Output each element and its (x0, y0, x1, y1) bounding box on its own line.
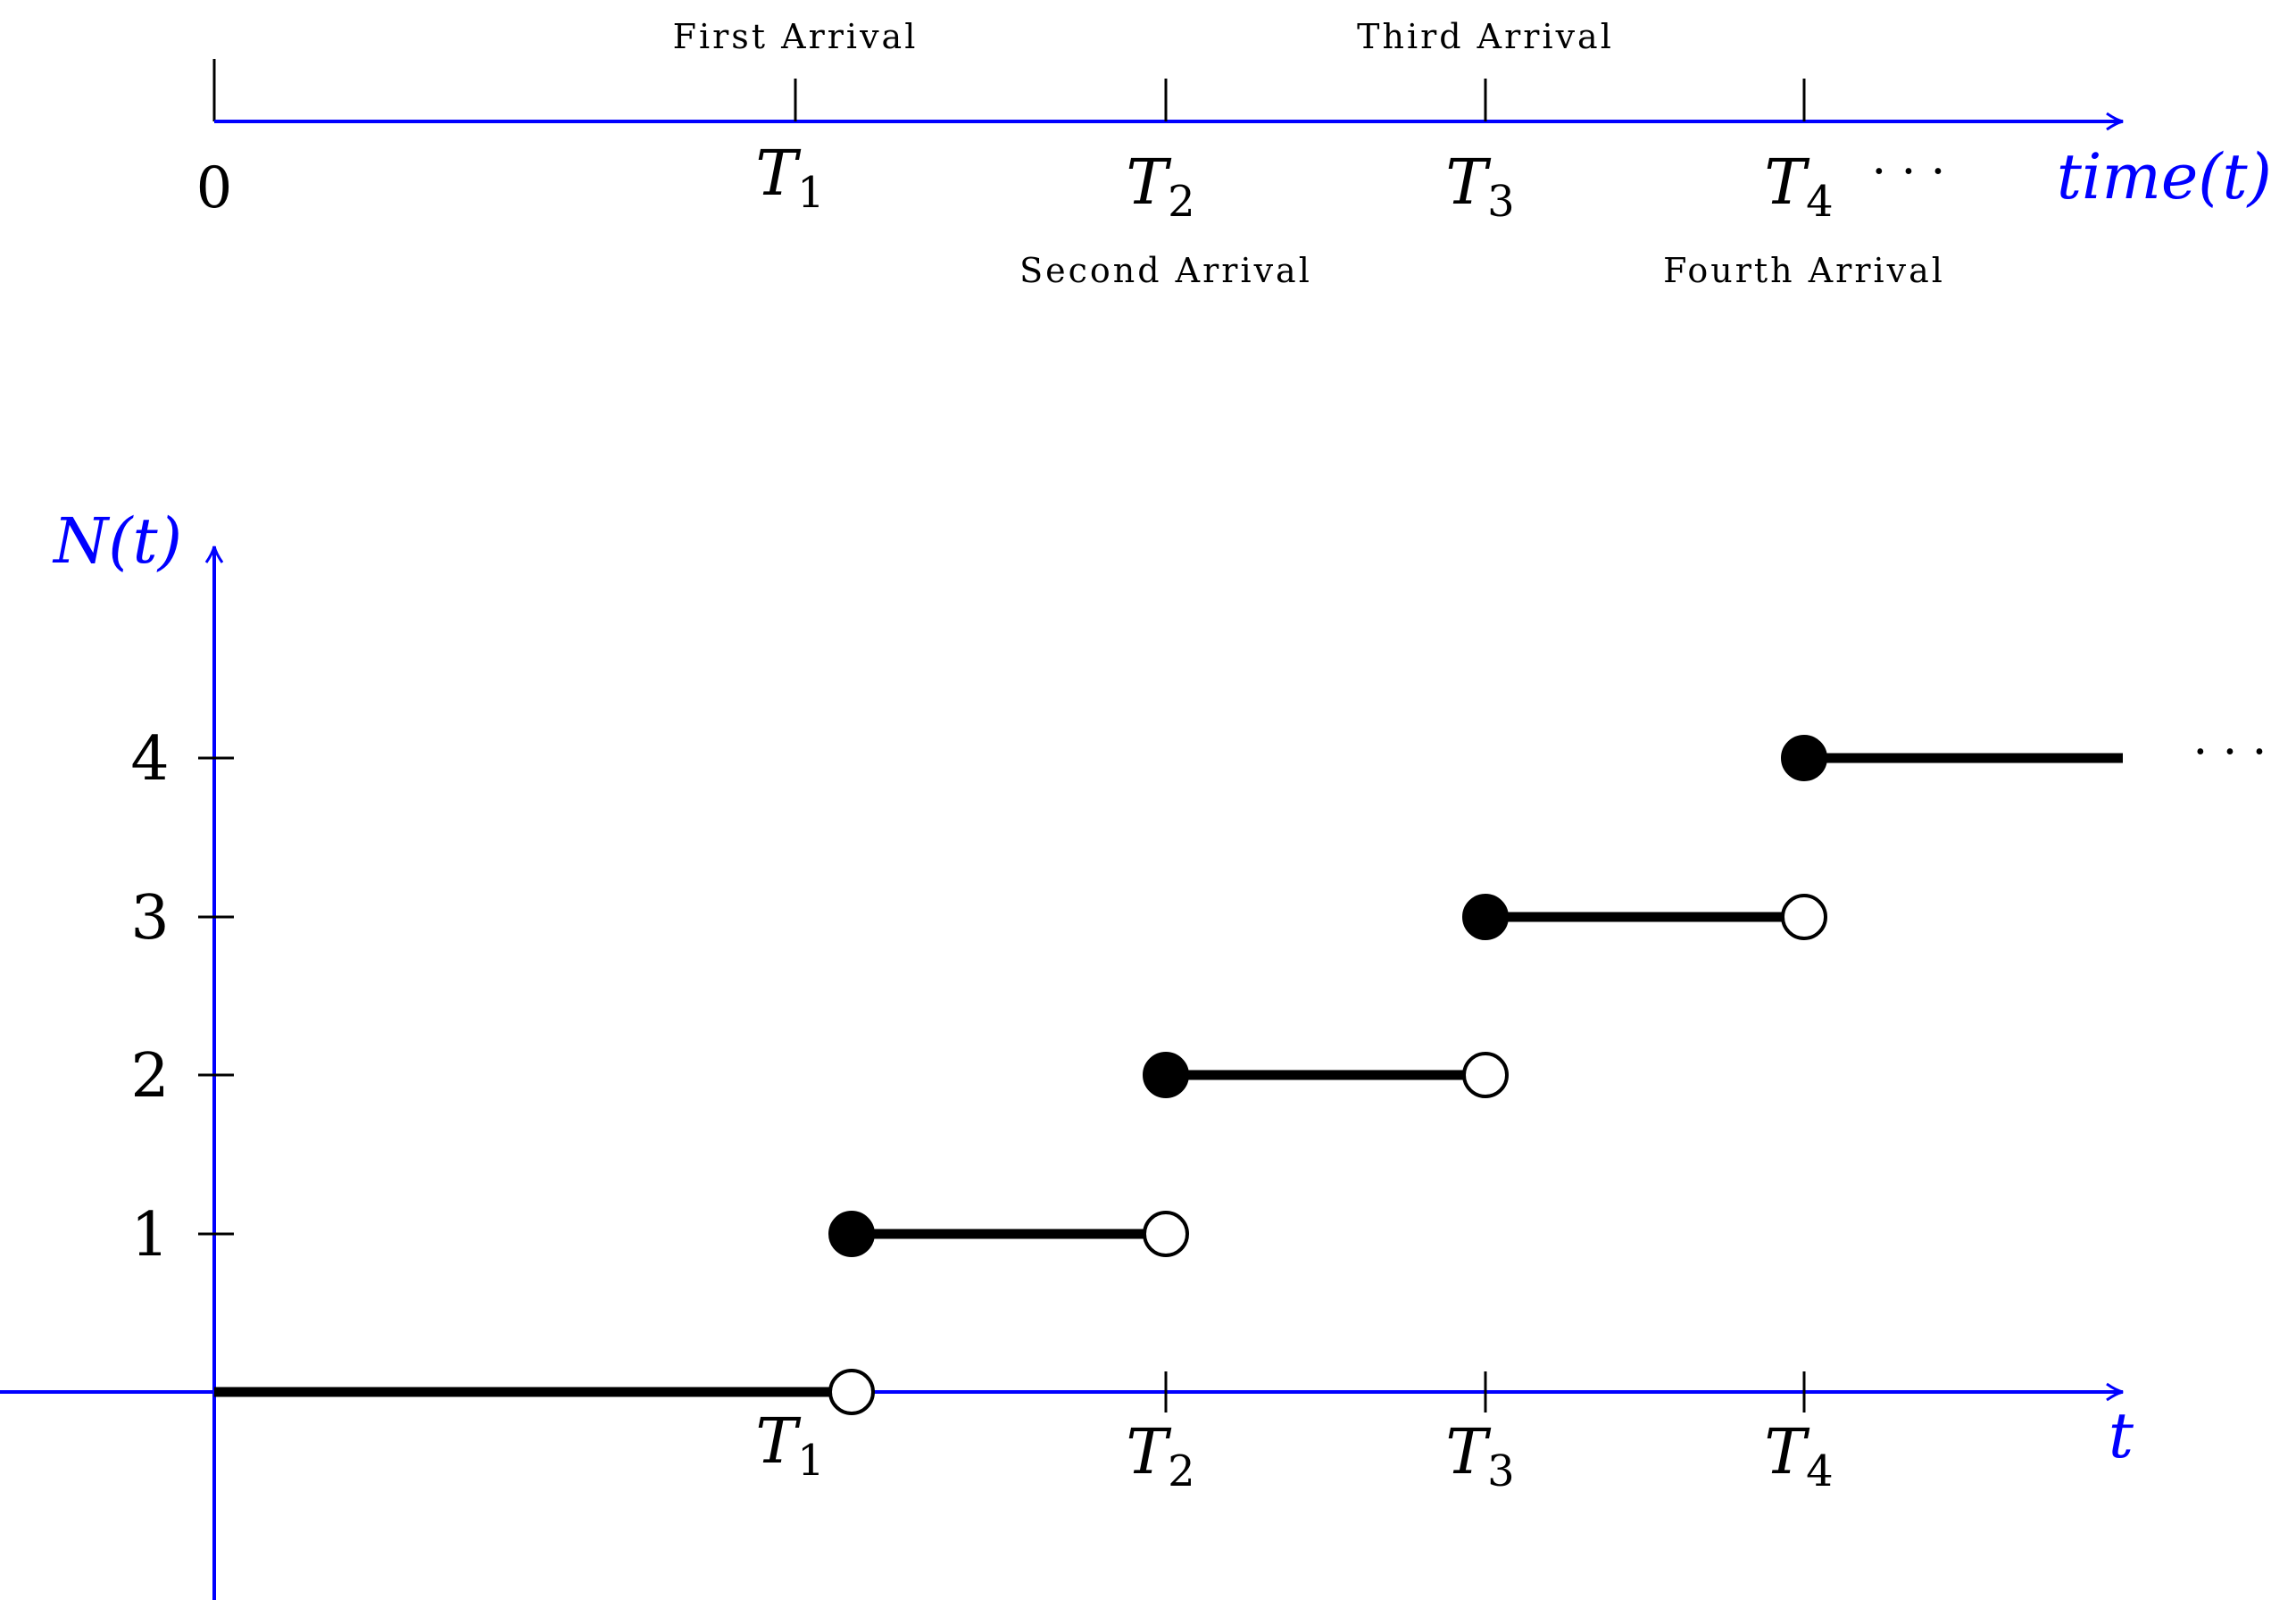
y-tick-2-label: 2 (130, 1041, 169, 1112)
x-tick-label-t2: T2 (1126, 1415, 1194, 1496)
timeline-tick-label-t4: T4 (1764, 146, 1833, 227)
x-tick-label-t3: T3 (1445, 1415, 1514, 1496)
timeline-tick-label-t1: T1 (755, 137, 824, 218)
step-level-3 (1462, 894, 1827, 940)
y-tick-2: 2 (130, 1041, 234, 1112)
annotation-first-arrival: First Arrival (673, 17, 919, 56)
x-tick-label-t1: T1 (755, 1404, 824, 1486)
timeline-tick-label-t2: T2 (1126, 146, 1194, 227)
step-closed-endpoint-4 (1781, 735, 1827, 781)
timeline-origin-label: 0 (196, 155, 233, 221)
y-tick-1: 1 (130, 1200, 234, 1271)
timeline-tick-label-t3: T3 (1445, 146, 1514, 227)
step-open-endpoint-2 (1462, 1052, 1509, 1098)
timeline-axis-label: time(t) (2057, 140, 2272, 213)
step-level-2 (1143, 1052, 1509, 1098)
step-level-4 (1781, 735, 2123, 781)
step-level-1 (828, 1211, 1189, 1257)
y-tick-1-label: 1 (130, 1200, 169, 1271)
counting-plot: N(t) t 1 2 3 4 T1 T2 T3 T4 (0, 504, 2267, 1600)
counting-plot-y-axis-label: N(t) (52, 504, 182, 578)
timeline-ellipsis: · · · (1872, 146, 1946, 199)
step-open-endpoint-0 (828, 1369, 875, 1415)
step-level-0 (214, 1369, 875, 1415)
annotation-fourth-arrival: Fourth Arrival (1663, 251, 1945, 290)
step-open-endpoint-3 (1781, 894, 1827, 940)
step-closed-endpoint-3 (1462, 894, 1509, 940)
step-closed-endpoint-1 (828, 1211, 875, 1257)
y-tick-4: 4 (130, 724, 234, 795)
step-closed-endpoint-2 (1143, 1052, 1189, 1098)
y-tick-4-label: 4 (130, 724, 169, 795)
annotation-second-arrival: Second Arrival (1019, 251, 1312, 290)
timeline: 0 T1 T2 T3 T4 · · · time(t) First Arriva… (196, 17, 2272, 290)
x-tick-label-t4: T4 (1764, 1415, 1833, 1496)
counting-plot-ellipsis: · · · (2193, 726, 2267, 779)
annotation-third-arrival: Third Arrival (1357, 17, 1614, 56)
y-tick-3: 3 (130, 883, 234, 954)
y-tick-3-label: 3 (130, 883, 169, 954)
step-open-endpoint-1 (1143, 1211, 1189, 1257)
counting-plot-x-axis-label: t (2109, 1399, 2134, 1472)
